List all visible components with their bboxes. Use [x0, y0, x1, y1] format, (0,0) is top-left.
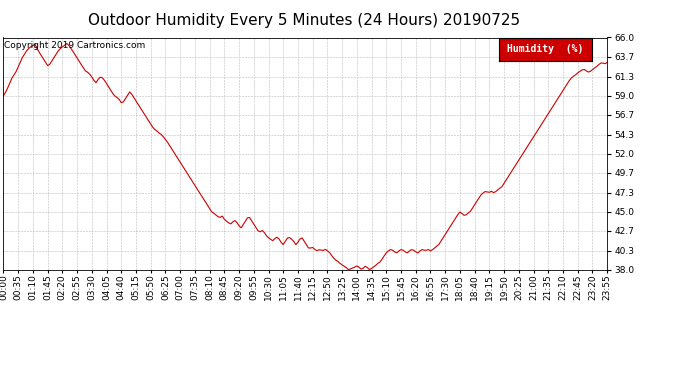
Text: Copyright 2019 Cartronics.com: Copyright 2019 Cartronics.com: [4, 41, 146, 50]
Text: Outdoor Humidity Every 5 Minutes (24 Hours) 20190725: Outdoor Humidity Every 5 Minutes (24 Hou…: [88, 13, 520, 28]
